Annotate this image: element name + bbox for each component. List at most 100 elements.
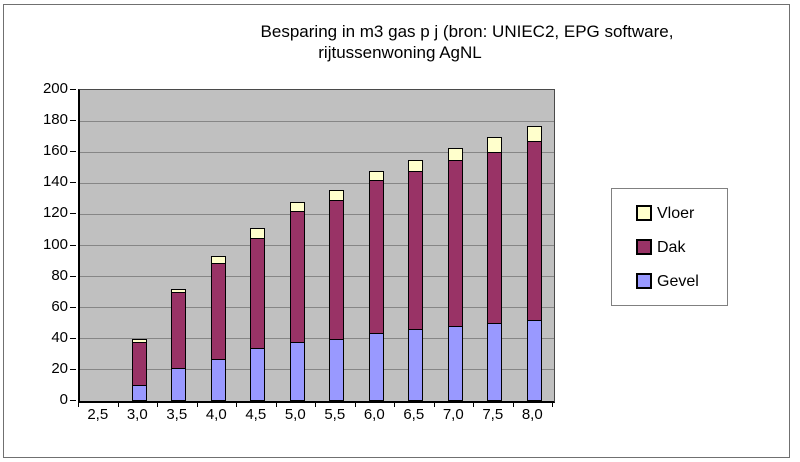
y-axis-label-120: 120: [42, 204, 68, 222]
bar-segment-vloer-3,5: [171, 289, 187, 294]
bar-segment-dak-4,0: [210, 262, 226, 361]
bar-segment-vloer-3,0: [131, 338, 147, 343]
x-tick-12: [552, 402, 553, 407]
gridline-20: [80, 369, 554, 371]
bar-segment-gevel-3,0: [131, 385, 147, 401]
bar-segment-vloer-8,0: [526, 125, 542, 143]
plot-area: [78, 89, 555, 403]
y-tick-140: [70, 182, 76, 184]
gridline-160: [80, 151, 554, 153]
y-tick-200: [70, 89, 76, 90]
x-tick-11: [512, 402, 514, 407]
y-axis-label-0: 0: [59, 391, 68, 408]
legend-item-gevel: Gevel: [636, 273, 727, 290]
y-axis-label-100: 100: [42, 235, 68, 253]
bar-segment-vloer-7,0: [447, 147, 463, 161]
bar-segment-gevel-4,0: [210, 359, 226, 401]
chart-outer-border: [3, 4, 790, 458]
bar-segment-vloer-4,5: [250, 228, 266, 239]
legend-label-dak: Dak: [657, 238, 686, 256]
x-axis-label-6,5: 6,5: [403, 406, 425, 423]
bar-segment-dak-3,5: [171, 292, 187, 370]
x-tick-6: [315, 402, 316, 407]
y-tick-120: [70, 213, 76, 215]
bar-segment-vloer-6,5: [408, 160, 424, 172]
x-tick-7: [354, 402, 356, 407]
gridline-60: [80, 307, 554, 309]
x-axis-label-3,0: 3,0: [126, 406, 148, 423]
bar-segment-gevel-3,5: [171, 368, 187, 401]
gridline-100: [80, 245, 554, 246]
bar-segment-dak-6,0: [368, 180, 384, 334]
bar-segment-dak-6,5: [408, 170, 424, 331]
y-axis-label-180: 180: [42, 111, 68, 129]
legend-label-vloer: Vloer: [657, 204, 695, 222]
gridline-140: [80, 182, 554, 184]
x-tick-4: [236, 402, 237, 407]
bar-segment-dak-7,0: [447, 160, 463, 328]
y-axis-label-60: 60: [51, 297, 68, 315]
legend-item-vloer: Vloer: [636, 205, 727, 222]
y-axis-label-40: 40: [51, 328, 68, 346]
gridline-80: [80, 276, 554, 278]
x-axis-label-6,0: 6,0: [363, 406, 385, 423]
bar-segment-gevel-8,0: [526, 320, 542, 401]
legend-swatch-vloer-icon: [636, 205, 652, 221]
x-tick-3: [196, 402, 198, 407]
bar-segment-dak-4,5: [250, 237, 266, 350]
legend-swatch-dak-icon: [636, 239, 652, 255]
bar-segment-vloer-5,5: [329, 189, 345, 202]
chart-title-line2: rijtussenwoning AgNL: [318, 43, 482, 62]
gridline-180: [80, 120, 554, 122]
bar-segment-dak-5,0: [289, 211, 305, 343]
x-axis-label-2,5: 2,5: [87, 406, 109, 423]
x-axis-label-7,5: 7,5: [482, 406, 504, 423]
bar-segment-dak-5,5: [329, 200, 345, 340]
y-axis-label-140: 140: [42, 173, 68, 191]
x-tick-8: [394, 402, 395, 407]
x-tick-10: [473, 402, 474, 407]
y-tick-20: [70, 368, 76, 370]
bar-segment-dak-3,0: [131, 341, 147, 387]
x-axis-label-5,5: 5,5: [324, 406, 346, 423]
bar-segment-gevel-6,0: [368, 332, 384, 401]
chart-title-line1: Besparing in m3 gas p j (bron: UNIEC2, E…: [260, 22, 674, 41]
bar-segment-dak-8,0: [526, 141, 542, 322]
y-tick-40: [70, 337, 76, 339]
y-tick-100: [70, 244, 76, 246]
y-tick-180: [70, 120, 76, 122]
x-axis-label-4,5: 4,5: [245, 406, 267, 423]
gridline-40: [80, 338, 554, 340]
x-axis-label-8,0: 8,0: [521, 406, 543, 423]
x-axis-label-4,0: 4,0: [205, 406, 227, 423]
bar-segment-dak-7,5: [487, 152, 503, 325]
y-axis-label-200: 200: [42, 80, 68, 97]
x-axis-label-7,0: 7,0: [442, 406, 464, 423]
gridline-120: [80, 213, 554, 215]
y-tick-160: [70, 151, 76, 153]
x-axis-label-3,5: 3,5: [166, 406, 188, 423]
x-axis-label-5,0: 5,0: [284, 406, 306, 423]
legend: Vloer Dak Gevel: [611, 188, 728, 306]
bar-segment-vloer-4,0: [210, 256, 226, 264]
bar-segment-gevel-4,5: [250, 348, 266, 401]
legend-label-gevel: Gevel: [657, 272, 699, 290]
x-tick-9: [433, 402, 435, 407]
bar-segment-gevel-6,5: [408, 329, 424, 401]
y-tick-80: [70, 275, 76, 277]
x-tick-0: [78, 402, 79, 407]
x-tick-5: [275, 402, 277, 407]
legend-item-dak: Dak: [636, 239, 727, 256]
legend-swatch-gevel-icon: [636, 273, 652, 289]
bar-segment-vloer-6,0: [368, 170, 384, 182]
y-tick-60: [70, 306, 76, 308]
x-tick-2: [157, 402, 158, 407]
y-axis-label-80: 80: [51, 266, 68, 284]
bar-segment-gevel-5,0: [289, 341, 305, 401]
bar-segment-gevel-7,5: [487, 323, 503, 401]
y-axis-label-160: 160: [42, 142, 68, 160]
bar-segment-vloer-5,0: [289, 201, 305, 213]
bar-segment-gevel-5,5: [329, 338, 345, 401]
x-tick-1: [117, 402, 119, 407]
